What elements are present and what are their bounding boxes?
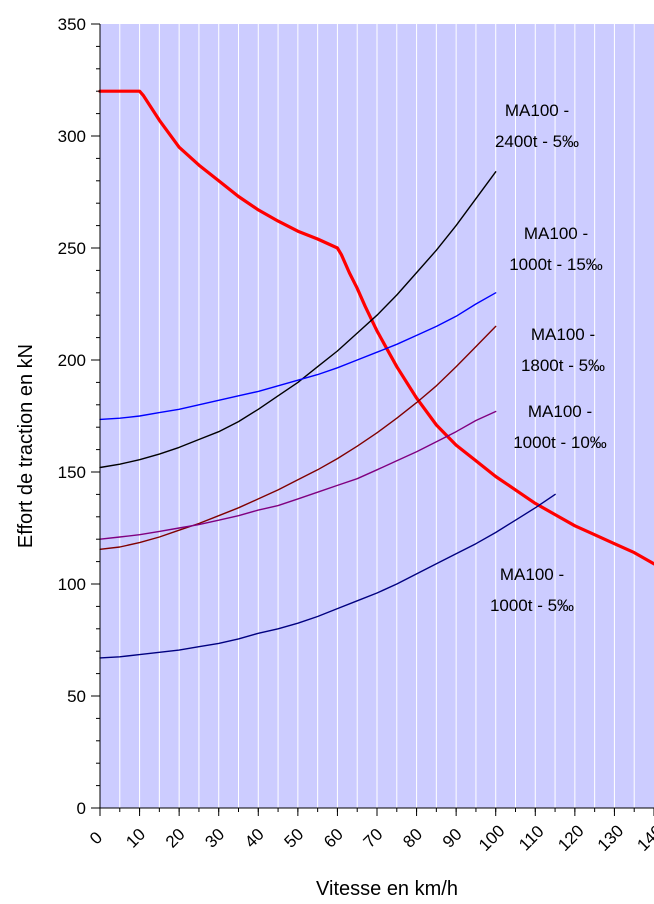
x-tick-label: 100 <box>475 821 508 854</box>
x-tick-label: 120 <box>554 821 587 854</box>
y-tick-label: 0 <box>77 799 86 818</box>
x-axis-title: Vitesse en km/h <box>316 878 458 900</box>
x-tick-label: 110 <box>515 822 548 855</box>
x-tick-label: 140 <box>633 821 654 854</box>
curve-annotation: MA100 - <box>528 402 592 421</box>
y-tick-label: 150 <box>58 463 86 482</box>
x-tick-label: 40 <box>241 825 268 852</box>
curve-annotation: 2400t - 5‰ <box>495 132 579 151</box>
x-tick-label: 10 <box>122 825 149 852</box>
axes <box>91 23 654 816</box>
curve-annotation: 1000t - 10‰ <box>513 433 607 452</box>
series-line <box>99 292 497 421</box>
series-line <box>98 89 654 566</box>
y-tick-label: 350 <box>58 15 86 34</box>
vertical-gridlines <box>119 24 635 808</box>
y-tick-label: 250 <box>58 239 86 258</box>
curve-annotation: MA100 - <box>531 325 595 344</box>
x-tick-label: 30 <box>201 825 228 852</box>
x-tick-label: 60 <box>320 825 347 852</box>
y-tick-label: 50 <box>67 687 86 706</box>
curve-annotation: MA100 - <box>500 565 564 584</box>
series-line <box>99 493 556 659</box>
x-tick-label: 80 <box>399 825 426 852</box>
y-tick-label: 100 <box>58 575 86 594</box>
series-layer <box>98 89 654 659</box>
series-line <box>99 171 497 469</box>
curve-annotation: MA100 - <box>505 101 569 120</box>
curve-annotations: MA100 - 2400t - 5‰ MA100 - 1000t - 15‰ MA100… <box>490 101 607 615</box>
series-line <box>99 410 497 540</box>
x-tick-label: 0 <box>86 828 106 848</box>
y-axis-title: Effort de traction en kN <box>15 344 37 548</box>
curve-annotation: MA100 - <box>524 224 588 243</box>
x-tick-label: 50 <box>281 825 308 852</box>
x-tick-label: 130 <box>594 821 627 854</box>
y-tick-label: 300 <box>58 127 86 146</box>
x-tick-label: 90 <box>439 825 466 852</box>
y-tick-label: 200 <box>58 351 86 370</box>
curve-annotation: 1000t - 5‰ <box>490 596 574 615</box>
series-line <box>99 325 497 550</box>
curve-annotation: 1800t - 5‰ <box>521 356 605 375</box>
x-tick-label: 70 <box>360 825 387 852</box>
x-tick-label: 20 <box>162 825 189 852</box>
curve-annotation: 1000t - 15‰ <box>509 255 603 274</box>
